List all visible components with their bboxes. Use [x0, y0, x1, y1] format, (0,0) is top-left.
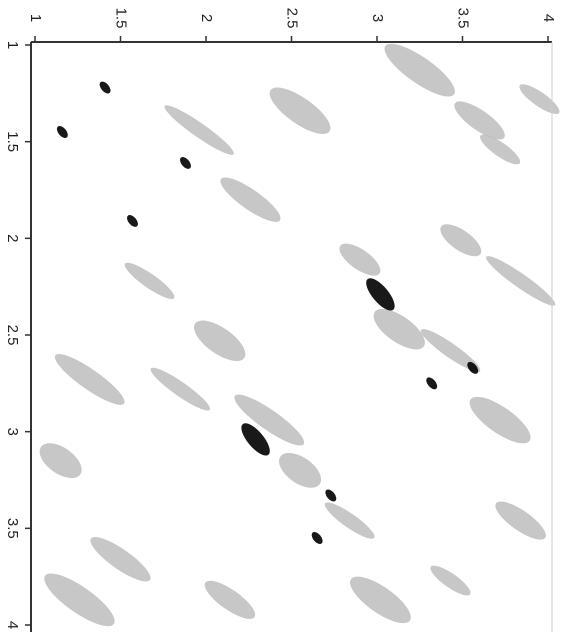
peak — [56, 126, 68, 138]
contour — [39, 443, 82, 479]
contour — [220, 177, 281, 222]
peak — [241, 423, 270, 456]
contour — [454, 101, 505, 140]
contour — [324, 502, 375, 539]
peak — [180, 156, 191, 169]
contour — [469, 396, 531, 444]
x-tick-label: 1 — [27, 14, 44, 22]
y-tick-label: 1.5 — [4, 131, 21, 152]
x-tick-label: 3 — [369, 14, 386, 22]
contour — [164, 105, 234, 155]
peak — [127, 214, 138, 227]
contour — [44, 573, 115, 627]
contour — [373, 308, 425, 350]
contour — [519, 84, 560, 115]
peak — [467, 361, 479, 374]
contour — [150, 367, 211, 411]
contour — [384, 43, 455, 97]
contour — [124, 262, 175, 300]
contour — [339, 243, 381, 276]
x-tick-label: 4 — [540, 14, 557, 22]
peak — [325, 489, 337, 502]
contour — [440, 224, 482, 257]
contour — [234, 394, 305, 446]
peak — [99, 81, 111, 94]
contour — [90, 537, 151, 582]
peak — [426, 377, 438, 390]
x-tick-label: 3.5 — [455, 8, 472, 29]
x-tick-label: 2.5 — [284, 8, 301, 29]
contour — [350, 576, 411, 624]
y-tick-label: 4 — [4, 621, 21, 629]
contour — [269, 87, 331, 134]
contour — [279, 452, 322, 488]
plot-area — [39, 43, 560, 627]
contour — [480, 134, 521, 165]
contour — [204, 580, 256, 619]
contour — [495, 501, 546, 540]
x-tick-label: 2 — [198, 14, 215, 22]
peak — [311, 532, 323, 544]
y-tick-label: 2 — [4, 234, 21, 242]
contour — [54, 354, 125, 405]
y-tick-label: 3 — [4, 427, 21, 435]
y-tick-label: 3.5 — [4, 518, 21, 539]
y-tick-label: 1 — [4, 41, 21, 49]
x-tick-label: 1.5 — [113, 8, 130, 29]
y-tick-label: 2.5 — [4, 325, 21, 346]
contour — [193, 320, 246, 362]
contour — [430, 565, 471, 596]
peak — [366, 278, 395, 311]
contour — [420, 329, 481, 372]
contour — [486, 256, 556, 306]
